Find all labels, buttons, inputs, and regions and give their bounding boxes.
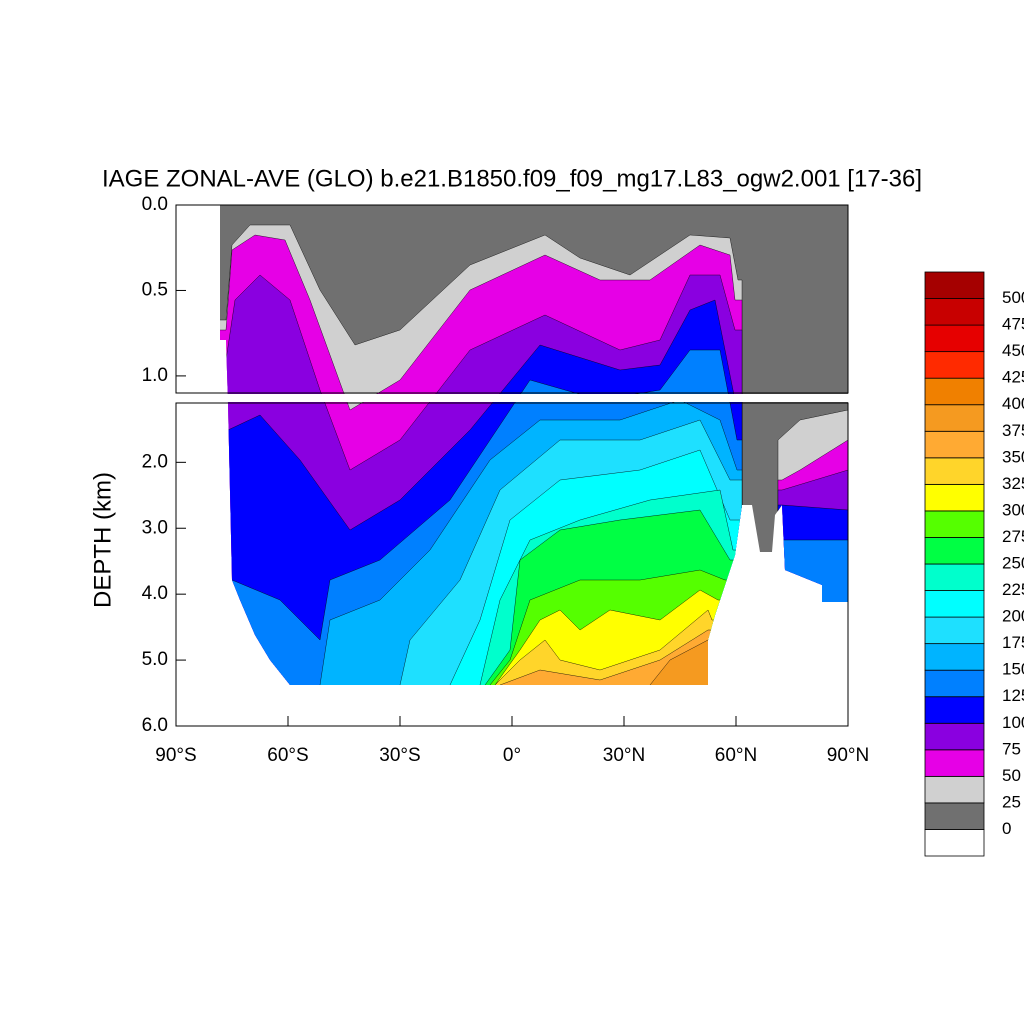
- colorbar-box: [924, 537, 985, 565]
- colorbar-label: 225: [1002, 580, 1024, 599]
- contour-region: [220, 629, 743, 685]
- y-tick-label: 4.0: [142, 583, 168, 604]
- colorbar-box: [924, 590, 985, 618]
- colorbar-label: 300: [1002, 500, 1024, 519]
- colorbar-box: [924, 722, 985, 751]
- y-tick-label: 1.0: [142, 365, 168, 386]
- colorbar-box: [924, 510, 985, 538]
- y-tick-label: 5.0: [142, 649, 168, 670]
- colorbar-label: 450: [1002, 341, 1024, 360]
- colorbar-label: 375: [1002, 421, 1024, 440]
- y-axis-label: DEPTH (km): [89, 472, 116, 608]
- x-tick-label: 90°N: [827, 745, 869, 766]
- top-panel-frame: [175, 204, 849, 394]
- colorbar-box: [924, 829, 985, 857]
- colorbar-box: [924, 483, 985, 512]
- y-tick-label: 6.0: [142, 715, 168, 736]
- colorbar-label: 50: [1002, 766, 1021, 785]
- colorbar-box: [924, 643, 985, 671]
- x-tick-label: 60°S: [267, 745, 308, 766]
- colorbar-label: 200: [1002, 607, 1024, 626]
- colorbar-box: [924, 669, 985, 698]
- colorbar-label: 500: [1002, 288, 1024, 307]
- colorbar-box: [924, 351, 985, 379]
- colorbar-label: 250: [1002, 553, 1024, 572]
- y-tick-label: 3.0: [142, 517, 168, 538]
- colorbar-label: 150: [1002, 660, 1024, 679]
- colorbar-label: 275: [1002, 527, 1024, 546]
- colorbar-label: 425: [1002, 368, 1024, 387]
- colorbar-box: [924, 271, 985, 299]
- colorbar-box: [924, 616, 985, 645]
- colorbar-label: 100: [1002, 713, 1024, 732]
- colorbar-box: [924, 298, 985, 326]
- x-tick-label: 60°N: [715, 745, 757, 766]
- colorbar-box: [924, 404, 985, 432]
- colorbar-box: [924, 430, 985, 459]
- colorbar-label: 125: [1002, 686, 1024, 705]
- colorbar-box: [924, 377, 985, 406]
- colorbar-box: [924, 775, 985, 804]
- y-tick-label: 0.5: [142, 279, 168, 300]
- colorbar-box: [924, 802, 985, 830]
- x-tick-label: 90°S: [155, 745, 196, 766]
- colorbar-label: 350: [1002, 447, 1024, 466]
- colorbar-label: 25: [1002, 792, 1021, 811]
- panel-gap: [170, 394, 860, 402]
- colorbar-box: [924, 563, 985, 591]
- contour-field: [220, 205, 848, 685]
- x-tick-label: 30°S: [379, 745, 420, 766]
- colorbar-box: [924, 749, 985, 777]
- chart-title: IAGE ZONAL-AVE (GLO) b.e21.B1850.f09_f09…: [102, 165, 922, 192]
- x-tick-label: 30°N: [603, 745, 645, 766]
- colorbar-label: 325: [1002, 474, 1024, 493]
- colorbar-label: 475: [1002, 315, 1024, 334]
- y-tick-label: 2.0: [142, 451, 168, 472]
- y-tick-label: 0.0: [142, 194, 168, 215]
- colorbar-label: 400: [1002, 394, 1024, 413]
- colorbar-label: 75: [1002, 739, 1021, 758]
- colorbar-label: 0: [1002, 819, 1011, 838]
- colorbar-label: 175: [1002, 633, 1024, 652]
- colorbar-box: [924, 457, 985, 485]
- colorbar-box: [924, 324, 985, 353]
- x-tick-label: 0°: [503, 745, 521, 766]
- contour-region: [220, 609, 743, 685]
- colorbar-box: [924, 696, 985, 724]
